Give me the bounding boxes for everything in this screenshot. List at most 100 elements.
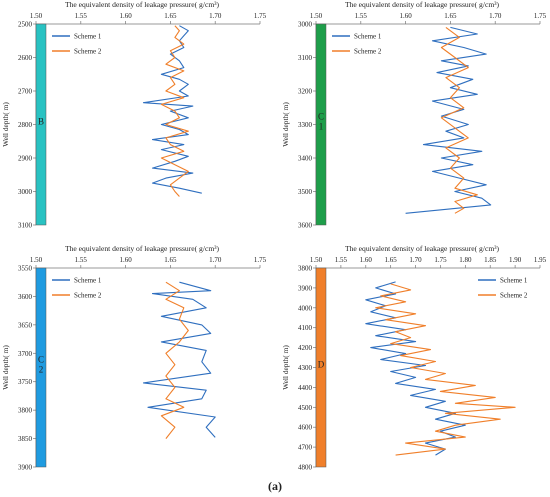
y-tick-label: 2800 (18, 121, 33, 129)
x-tick-label: 1.90 (509, 256, 522, 264)
x-tick-label: 1.75 (434, 256, 447, 264)
x-tick-label: 1.55 (75, 256, 88, 264)
y-tick-label: 3600 (298, 222, 313, 230)
y-tick-label: 3300 (298, 121, 313, 129)
y-tick-label: 4400 (298, 384, 313, 392)
series-scheme-2-line (440, 26, 478, 214)
legend-label: Scheme 1 (74, 277, 102, 285)
y-tick-label: 4200 (298, 344, 313, 352)
y-tick-label: 2500 (18, 21, 33, 29)
x-tick-label: 1.55 (75, 12, 88, 20)
x-tick-label: 1.60 (119, 12, 132, 20)
x-tick-label: 1.75 (534, 12, 547, 20)
y-tick-label: 3800 (18, 407, 33, 415)
y-tick-label: 3000 (18, 188, 33, 196)
strata-bar (315, 267, 327, 468)
legend-label: Scheme 1 (500, 277, 528, 285)
y-tick-label: 3700 (18, 350, 33, 358)
legend-label: Scheme 1 (354, 33, 382, 41)
y-tick-label: 4300 (298, 364, 313, 372)
x-tick-label: 1.65 (444, 12, 457, 20)
x-tick-label: 1.60 (360, 256, 373, 264)
series-scheme-1-line (142, 281, 216, 438)
y-tick-label: 3800 (298, 265, 313, 273)
x-tick-label: 1.50 (310, 12, 323, 20)
strata-bar (315, 23, 327, 226)
y-axis-label: Well depth( m) (1, 345, 10, 390)
y-tick-label: 3900 (298, 284, 313, 292)
x-tick-label: 1.80 (459, 256, 472, 264)
legend-label: Scheme 2 (500, 292, 528, 300)
series-scheme-1-line (365, 281, 466, 456)
y-tick-label: 3900 (18, 464, 33, 472)
chart-title: The equivalent density of leakage pressu… (65, 244, 220, 253)
strata-label: C (318, 112, 324, 122)
strata-label: 1 (319, 122, 324, 132)
x-tick-label: 1.50 (30, 256, 43, 264)
y-tick-label: 3550 (18, 265, 33, 273)
series-scheme-2-line (160, 281, 189, 439)
x-tick-label: 1.55 (335, 256, 348, 264)
series-scheme-2-line (160, 25, 189, 197)
x-tick-label: 1.75 (254, 12, 267, 20)
y-tick-label: 2900 (18, 155, 33, 163)
y-tick-label: 4100 (298, 324, 313, 332)
x-tick-label: 1.50 (310, 256, 323, 264)
strata-label: C (38, 355, 44, 365)
chart-title: The equivalent density of leakage pressu… (65, 0, 220, 9)
y-axis-label: Well depth( m) (1, 102, 10, 147)
y-tick-label: 2600 (18, 54, 33, 62)
x-tick-label: 1.65 (164, 256, 177, 264)
y-tick-label: 3000 (298, 21, 313, 29)
x-tick-label: 1.75 (254, 256, 267, 264)
series-scheme-1-line (142, 25, 202, 194)
x-tick-label: 1.70 (209, 256, 222, 264)
y-tick-label: 3750 (18, 378, 33, 386)
y-tick-label: 3400 (298, 155, 313, 163)
x-tick-label: 1.60 (399, 12, 412, 20)
panel-c1: The equivalent density of leakage pressu… (281, 0, 547, 230)
y-tick-label: 3600 (18, 293, 33, 301)
y-tick-label: 4600 (298, 424, 313, 432)
y-tick-label: 4000 (298, 304, 313, 312)
x-tick-label: 1.85 (484, 256, 497, 264)
y-tick-label: 3650 (18, 321, 33, 329)
figure-label: (a) (268, 479, 282, 493)
x-tick-label: 1.50 (30, 12, 43, 20)
y-tick-label: 3200 (298, 88, 313, 96)
x-tick-label: 1.65 (385, 256, 398, 264)
y-tick-label: 4700 (298, 444, 313, 452)
legend-label: Scheme 2 (354, 48, 382, 56)
legend-label: Scheme 1 (74, 33, 102, 41)
series-scheme-2-line (375, 283, 516, 456)
y-axis-label: Well depth( m) (281, 102, 290, 147)
x-tick-label: 1.70 (209, 12, 222, 20)
x-tick-label: 1.95 (534, 256, 547, 264)
x-tick-label: 1.60 (119, 256, 132, 264)
strata-bar (35, 23, 47, 226)
y-tick-label: 4500 (298, 404, 313, 412)
y-tick-label: 3850 (18, 435, 33, 443)
y-tick-label: 3500 (298, 188, 313, 196)
strata-label: D (318, 360, 325, 370)
series-scheme-1-line (405, 26, 492, 214)
panel-b: The equivalent density of leakage pressu… (1, 0, 267, 230)
y-tick-label: 2700 (18, 88, 33, 96)
y-axis-label: Well depth( m) (281, 345, 290, 390)
strata-label: B (38, 117, 44, 127)
chart-title: The equivalent density of leakage pressu… (345, 0, 500, 9)
x-tick-label: 1.70 (489, 12, 502, 20)
y-tick-label: 3100 (18, 222, 33, 230)
x-tick-label: 1.70 (409, 256, 422, 264)
x-tick-label: 1.55 (355, 12, 368, 20)
panel-c2: The equivalent density of leakage pressu… (1, 244, 267, 472)
chart-title: The equivalent density of leakage pressu… (345, 244, 500, 253)
legend-label: Scheme 2 (74, 48, 102, 56)
y-tick-label: 3100 (298, 54, 313, 62)
strata-label: 2 (39, 365, 44, 375)
panel-d: The equivalent density of leakage pressu… (281, 244, 547, 472)
legend-label: Scheme 2 (74, 292, 102, 300)
x-tick-label: 1.65 (164, 12, 177, 20)
strata-bar (35, 267, 47, 468)
